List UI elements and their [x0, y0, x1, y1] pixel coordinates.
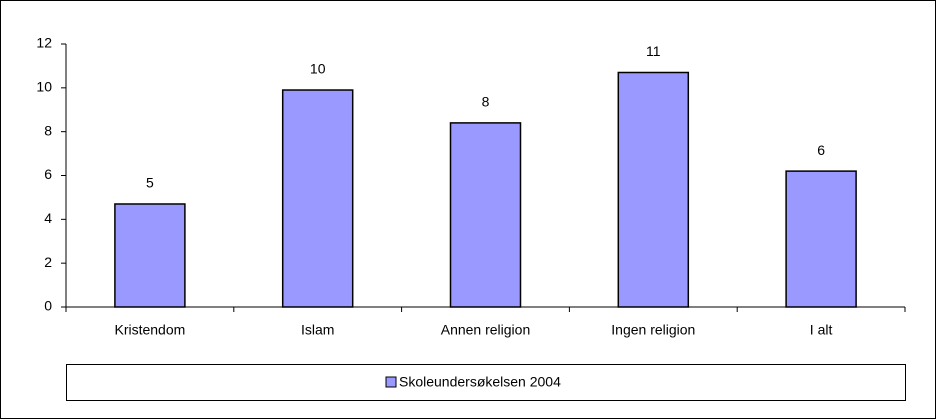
data-label: 5: [146, 175, 154, 191]
x-tick-label: Annen religion: [441, 322, 531, 338]
y-tick-label: 12: [36, 35, 52, 51]
bar: [281, 89, 354, 308]
x-tick-label: I alt: [810, 322, 833, 338]
y-tick-label: 10: [36, 79, 52, 95]
y-tick-label: 6: [44, 166, 52, 182]
data-label: 10: [310, 61, 326, 77]
bar: [449, 122, 522, 308]
bar: [617, 71, 690, 308]
data-label: 11: [646, 43, 661, 59]
bar: [114, 203, 186, 308]
y-tick-label: 4: [44, 210, 52, 226]
x-tick-label: Islam: [301, 322, 334, 338]
y-tick-label: 0: [44, 298, 52, 314]
bar: [785, 170, 857, 308]
legend-box: [66, 364, 906, 401]
x-tick-label: Kristendom: [114, 322, 185, 338]
y-tick-label: 8: [44, 122, 52, 138]
legend-label: Skoleundersøkelsen 2004: [399, 374, 561, 390]
legend-swatch: [385, 376, 397, 388]
data-label: 8: [482, 94, 490, 110]
data-label: 6: [817, 142, 825, 158]
y-tick-label: 2: [44, 254, 52, 270]
x-tick-label: Ingen religion: [611, 322, 695, 338]
